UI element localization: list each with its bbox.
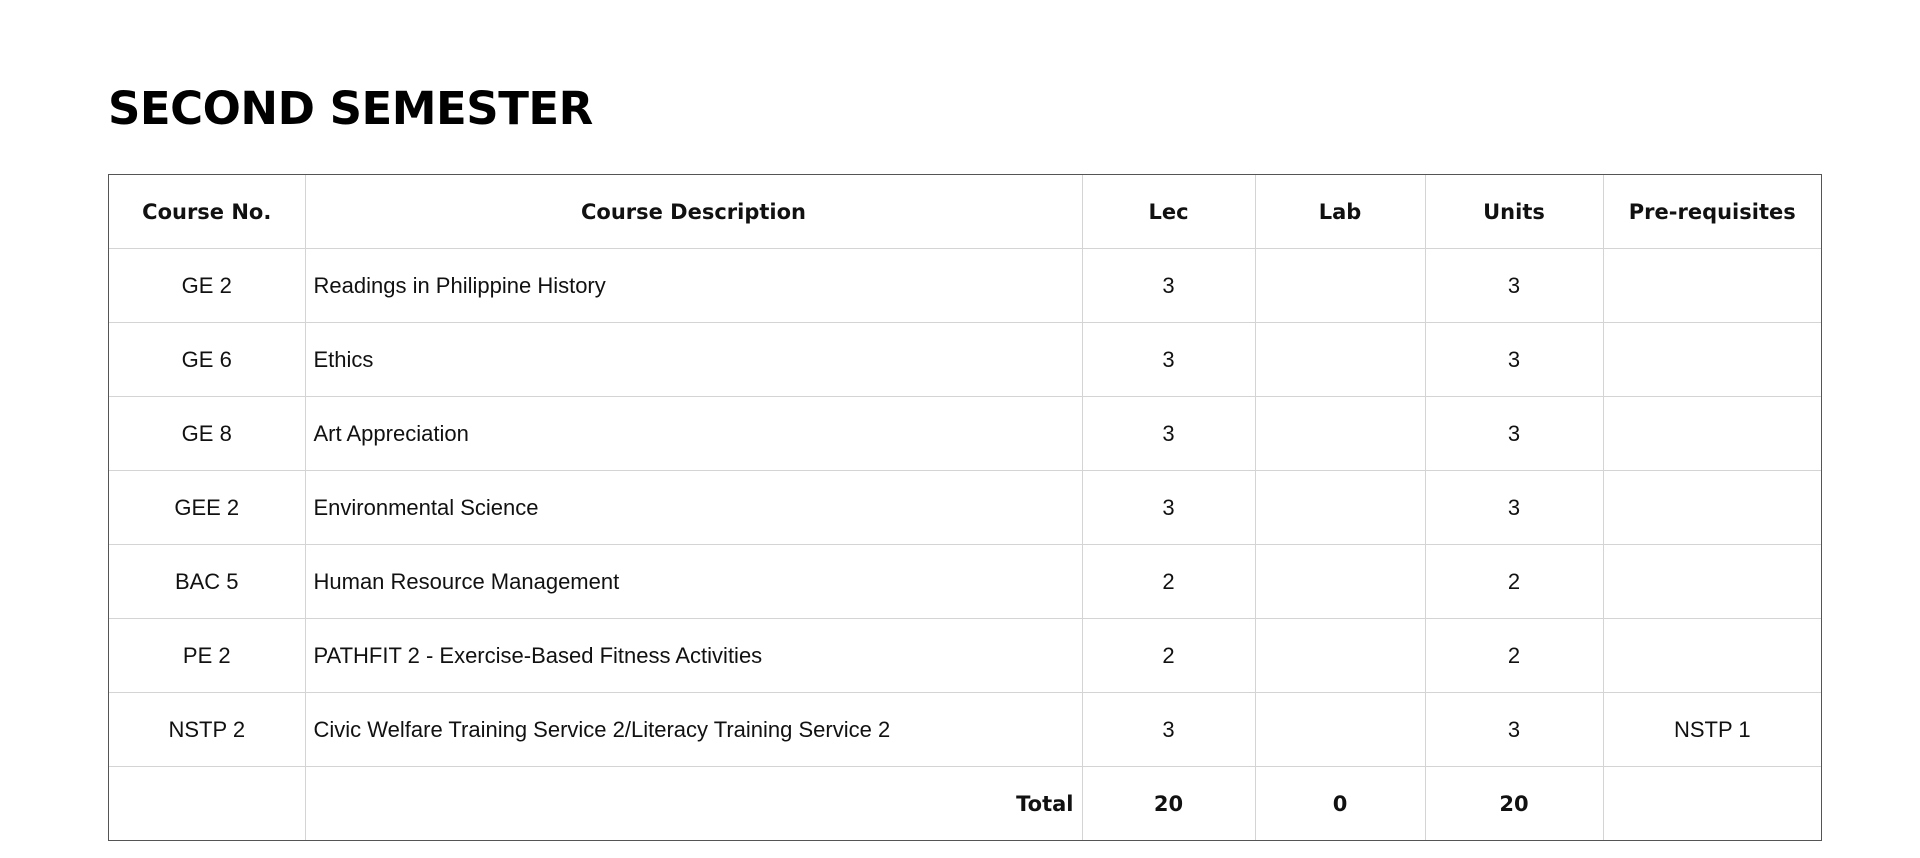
lab-cell — [1254, 470, 1426, 545]
table-row: NSTP 2 Civic Welfare Training Service 2/… — [109, 692, 1821, 767]
lab-cell — [1254, 396, 1426, 471]
prerequisites-cell — [1602, 544, 1821, 619]
prerequisites-cell — [1602, 470, 1821, 545]
course-no-cell: PE 2 — [109, 618, 306, 693]
table-row: GEE 2 Environmental Science 3 3 — [109, 470, 1821, 545]
total-lab: 0 — [1254, 766, 1426, 840]
lab-cell — [1254, 544, 1426, 619]
course-no-cell: NSTP 2 — [109, 692, 306, 767]
course-description-cell: Human Resource Management — [304, 544, 1083, 619]
course-no-cell: GE 6 — [109, 322, 306, 397]
lec-cell: 3 — [1081, 396, 1256, 471]
lec-cell: 2 — [1081, 544, 1256, 619]
column-header-course-description: Course Description — [304, 175, 1083, 249]
course-no-cell: GE 2 — [109, 248, 306, 323]
total-lec: 20 — [1081, 766, 1256, 840]
lec-cell: 3 — [1081, 248, 1256, 323]
table-row: GE 8 Art Appreciation 3 3 — [109, 396, 1821, 471]
total-prereq-empty-cell — [1602, 766, 1821, 840]
table-row: PE 2 PATHFIT 2 - Exercise-Based Fitness … — [109, 618, 1821, 693]
column-header-course-no: Course No. — [109, 175, 306, 249]
table-row: BAC 5 Human Resource Management 2 2 — [109, 544, 1821, 619]
course-description-cell: Art Appreciation — [304, 396, 1083, 471]
table-header-row: Course No. Course Description Lec Lab Un… — [109, 175, 1821, 249]
course-no-cell: GEE 2 — [109, 470, 306, 545]
units-cell: 3 — [1424, 322, 1604, 397]
course-description-cell: Ethics — [304, 322, 1083, 397]
lec-cell: 3 — [1081, 470, 1256, 545]
lab-cell — [1254, 692, 1426, 767]
curriculum-table: Course No. Course Description Lec Lab Un… — [109, 175, 1821, 840]
units-cell: 3 — [1424, 248, 1604, 323]
lab-cell — [1254, 248, 1426, 323]
column-header-prerequisites: Pre-requisites — [1602, 175, 1821, 249]
column-header-lab: Lab — [1254, 175, 1426, 249]
total-row: Total 20 0 20 — [109, 766, 1821, 840]
prerequisites-cell — [1602, 322, 1821, 397]
lec-cell: 3 — [1081, 322, 1256, 397]
total-empty-cell — [109, 766, 306, 840]
course-description-cell: Civic Welfare Training Service 2/Literac… — [304, 692, 1083, 767]
table-row: GE 6 Ethics 3 3 — [109, 322, 1821, 397]
course-no-cell: BAC 5 — [109, 544, 306, 619]
lec-cell: 2 — [1081, 618, 1256, 693]
units-cell: 3 — [1424, 470, 1604, 545]
total-label: Total — [304, 766, 1083, 840]
lab-cell — [1254, 322, 1426, 397]
page-title: SECOND SEMESTER — [108, 82, 593, 135]
table-row: GE 2 Readings in Philippine History 3 3 — [109, 248, 1821, 323]
prerequisites-cell — [1602, 396, 1821, 471]
units-cell: 2 — [1424, 618, 1604, 693]
units-cell: 2 — [1424, 544, 1604, 619]
curriculum-table-container: Course No. Course Description Lec Lab Un… — [108, 174, 1822, 841]
prerequisites-cell: NSTP 1 — [1602, 692, 1821, 767]
lec-cell: 3 — [1081, 692, 1256, 767]
prerequisites-cell — [1602, 248, 1821, 323]
course-no-cell: GE 8 — [109, 396, 306, 471]
lab-cell — [1254, 618, 1426, 693]
units-cell: 3 — [1424, 396, 1604, 471]
column-header-lec: Lec — [1081, 175, 1256, 249]
course-description-cell: Environmental Science — [304, 470, 1083, 545]
prerequisites-cell — [1602, 618, 1821, 693]
total-units: 20 — [1424, 766, 1604, 840]
course-description-cell: PATHFIT 2 - Exercise-Based Fitness Activ… — [304, 618, 1083, 693]
column-header-units: Units — [1424, 175, 1604, 249]
course-description-cell: Readings in Philippine History — [304, 248, 1083, 323]
units-cell: 3 — [1424, 692, 1604, 767]
